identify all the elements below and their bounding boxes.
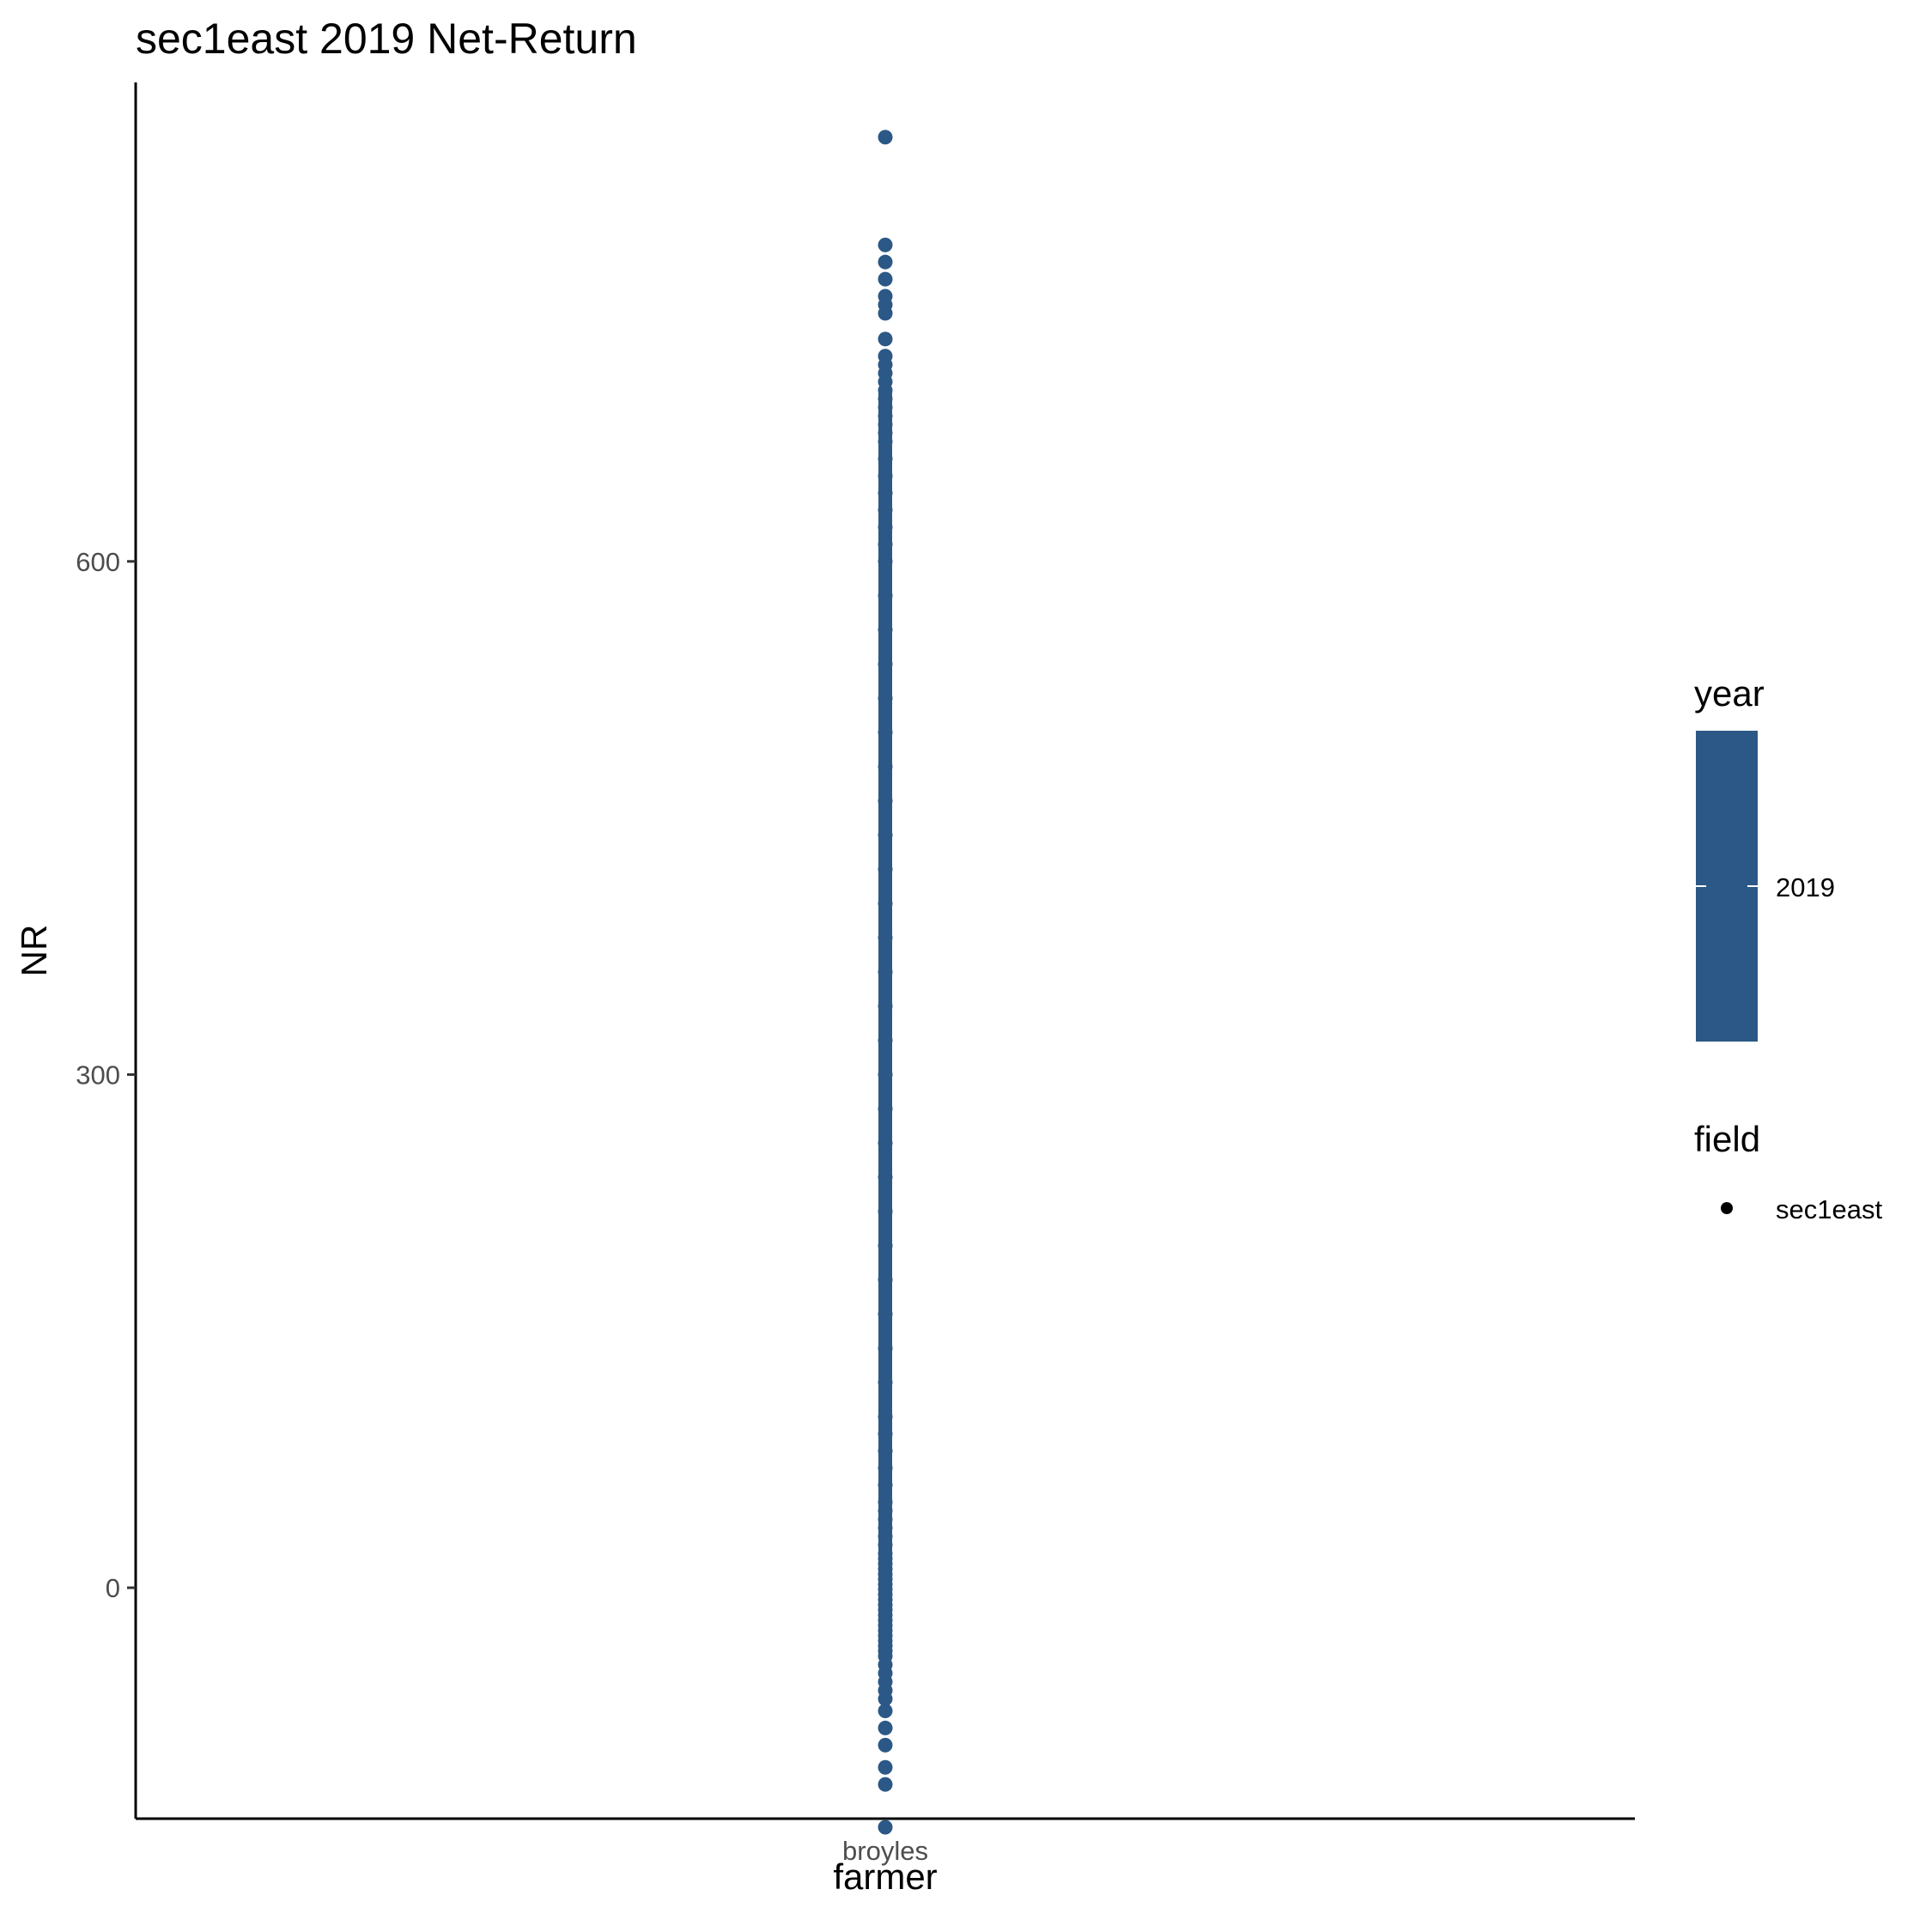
x-axis-title: farmer	[833, 1856, 937, 1897]
data-point	[878, 1204, 893, 1219]
y-tick-label: 600	[76, 547, 120, 577]
data-points	[878, 130, 893, 1835]
data-point	[878, 468, 893, 483]
data-point	[878, 1101, 893, 1116]
y-tick-label: 0	[106, 1573, 120, 1603]
data-point	[878, 588, 893, 604]
data-point	[878, 271, 893, 287]
legend-field-key-point	[1721, 1202, 1733, 1214]
y-tick-label: 300	[76, 1060, 120, 1090]
data-point	[878, 1820, 893, 1835]
data-point	[878, 537, 893, 552]
data-point	[878, 1238, 893, 1254]
data-point	[878, 237, 893, 252]
data-point	[878, 1461, 893, 1476]
data-point	[878, 130, 893, 145]
data-point	[878, 759, 893, 775]
legend-year: year 2019	[1694, 673, 1835, 1042]
data-point	[878, 896, 893, 911]
data-point	[878, 349, 893, 364]
chart-title: sec1east 2019 Net-Return	[136, 15, 637, 63]
data-point	[878, 828, 893, 843]
data-point	[878, 451, 893, 466]
legend-year-title: year	[1694, 673, 1765, 714]
data-point	[878, 1777, 893, 1792]
legend-field: field sec1east	[1694, 1119, 1882, 1224]
data-point	[878, 690, 893, 706]
data-point	[878, 930, 893, 945]
legend-field-label: sec1east	[1776, 1194, 1882, 1224]
data-point	[878, 1066, 893, 1082]
data-point	[878, 622, 893, 637]
legend-field-title: field	[1694, 1119, 1760, 1159]
data-point	[878, 1478, 893, 1493]
data-point	[878, 1033, 893, 1048]
data-point	[878, 554, 893, 569]
data-point	[878, 1426, 893, 1442]
data-point	[878, 861, 893, 877]
data-point	[878, 1375, 893, 1390]
y-ticks: 0 300 600	[76, 547, 136, 1603]
data-point	[878, 485, 893, 501]
data-point	[878, 1170, 893, 1185]
data-point	[878, 1720, 893, 1735]
y-axis-title: NR	[14, 925, 54, 977]
data-point	[878, 502, 893, 518]
data-point	[878, 656, 893, 671]
data-point	[878, 1340, 893, 1356]
data-point	[878, 999, 893, 1014]
data-point	[878, 1272, 893, 1287]
data-point	[878, 1494, 893, 1510]
data-point	[878, 1409, 893, 1425]
data-point	[878, 331, 893, 347]
data-point	[878, 1306, 893, 1321]
data-point	[878, 1135, 893, 1151]
data-point	[878, 289, 893, 304]
data-point	[878, 519, 893, 535]
data-point	[878, 793, 893, 809]
x-tick-label: broyles	[842, 1836, 928, 1866]
data-point	[878, 1737, 893, 1753]
data-point	[878, 1759, 893, 1775]
data-point	[878, 964, 893, 980]
data-point	[878, 1703, 893, 1718]
data-point	[878, 1443, 893, 1459]
data-point	[878, 725, 893, 740]
data-point	[878, 254, 893, 270]
legend-year-label: 2019	[1776, 872, 1835, 902]
